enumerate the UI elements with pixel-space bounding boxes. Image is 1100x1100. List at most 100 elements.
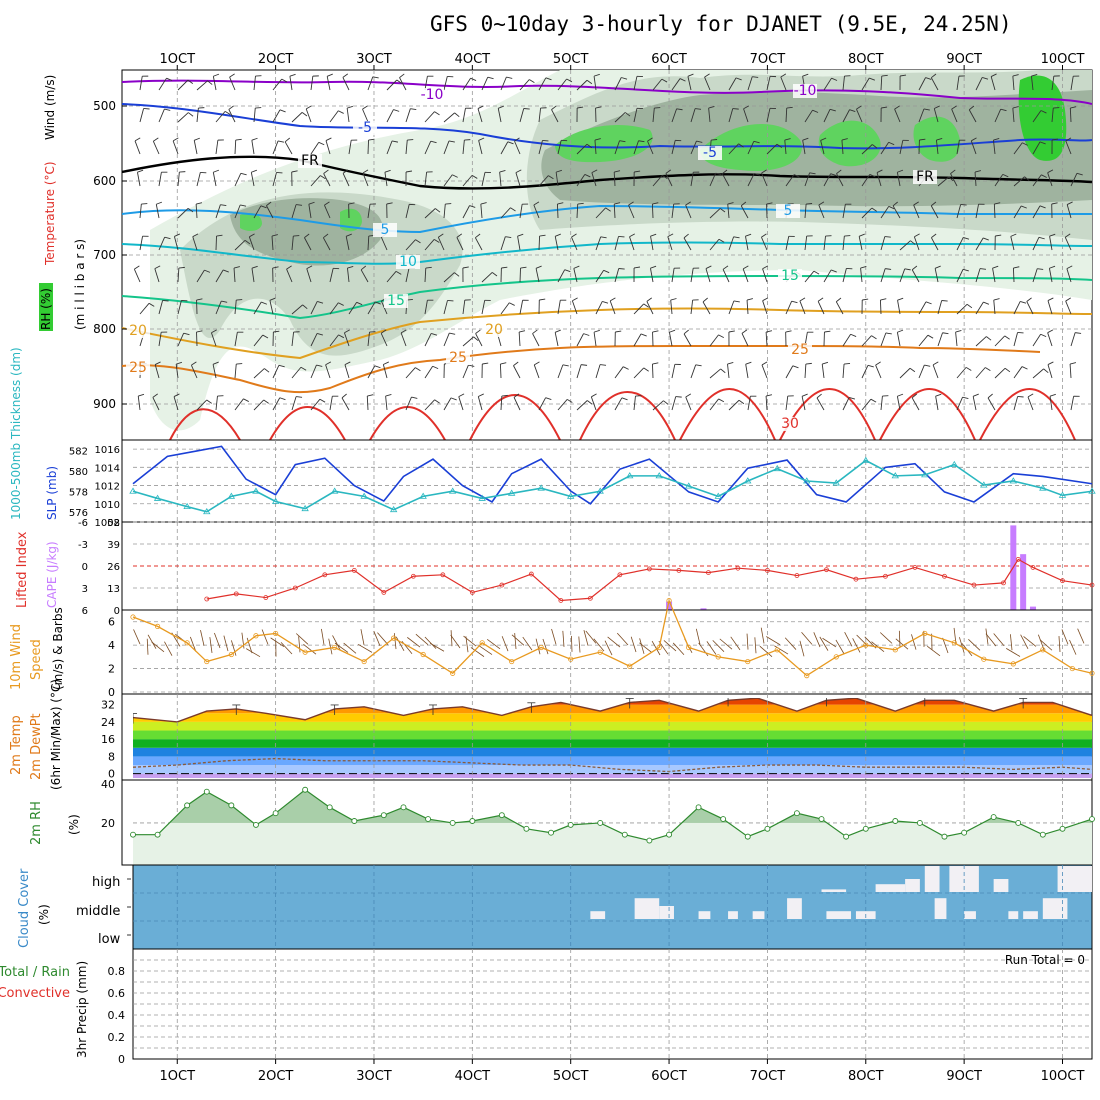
wind-barb-flag: [249, 233, 255, 238]
wind-speed-point: [332, 644, 338, 651]
wind-barb-flag: [652, 362, 659, 365]
wind-barb-flag: [289, 73, 296, 77]
contour-label-bg: [446, 351, 470, 365]
wind-barb-flag: [695, 364, 702, 367]
cloud-block: [1042, 898, 1068, 919]
wind-barb: [228, 109, 236, 123]
wind-barb: [424, 366, 433, 379]
wind-barb: [443, 140, 450, 155]
rh-point: [666, 831, 673, 838]
wind-barb: [251, 268, 255, 283]
wind-barb: [554, 236, 559, 251]
cloud-block: [659, 906, 674, 919]
wind-barb-flag: [1021, 366, 1028, 370]
lifted-point: [440, 572, 446, 578]
wind-barb-flag: [164, 108, 171, 111]
wind-barb-flag: [152, 393, 158, 398]
wind-barb: [310, 76, 314, 91]
wind-barb-flag: [192, 233, 199, 238]
wind-barb: [1013, 205, 1022, 219]
wind-barb-flag: [919, 138, 926, 141]
surface-wind-barb: [542, 638, 549, 655]
rh-shade-green-7: [240, 212, 262, 232]
wind-barb: [538, 140, 543, 155]
rh-point: [695, 804, 702, 811]
surface-wind-barb: [562, 630, 565, 647]
wind-barb: [841, 140, 844, 155]
wind-barb: [766, 108, 771, 123]
wind-barb-flag: [776, 143, 783, 149]
cloud-block: [634, 898, 660, 919]
contour-label: FR: [916, 169, 934, 185]
wind-barb-flag: [676, 108, 683, 111]
wind-barb-flag: [985, 367, 991, 372]
wind-barb-flag: [456, 233, 463, 238]
wind-barb: [497, 108, 502, 123]
wind-barb-flag: [619, 140, 626, 143]
wind-barb: [728, 77, 737, 91]
wind-barb: [633, 367, 645, 379]
wind-barb-flag: [780, 73, 787, 78]
wind-barb-flag: [1013, 266, 1020, 269]
wind-barb-flag: [870, 398, 877, 403]
surface-wind-barb: [407, 637, 421, 648]
wind-speed-point: [1010, 661, 1016, 667]
wind-barb-flag: [762, 265, 769, 270]
cloud-block: [1057, 866, 1092, 892]
wind-barb: [310, 301, 318, 315]
wind-barb-flag: [462, 266, 469, 269]
rh-point: [425, 816, 432, 822]
wind-speed-point: [253, 633, 259, 639]
wind-barb: [690, 108, 696, 123]
contour-label-bg: [420, 88, 444, 102]
rh-shade-green-3: [818, 120, 881, 167]
wind-barb-flag: [396, 79, 402, 84]
wind-speed-point: [774, 647, 780, 653]
wind-barb: [215, 140, 219, 155]
wind-barb-flag: [934, 265, 941, 269]
wind-barb: [994, 109, 1002, 123]
wind-barb-flag: [477, 105, 484, 109]
wind-barb-flag: [586, 143, 593, 149]
temp-band: [133, 747, 1092, 757]
wind-barb: [728, 143, 739, 155]
wind-barb-flag: [571, 233, 577, 238]
wind-speed-point: [302, 649, 308, 655]
surface-wind-barb: [1006, 648, 1021, 657]
wind-barb-flag: [753, 140, 760, 144]
wind-barb-flag: [591, 393, 597, 398]
wind-barb: [481, 77, 489, 91]
thickness-point: [330, 487, 339, 494]
wind-barb-flag: [892, 201, 898, 207]
wind-barb-flag: [498, 105, 504, 109]
wind-barb-flag: [754, 173, 761, 176]
wind-barb: [994, 174, 1004, 187]
wind-barb-flag: [448, 140, 455, 143]
cloud-level-low: low: [98, 932, 121, 947]
precip-panel: 0.8 0.6 0.4 0.2 0 Run Total = 0 Total / Rain…: [0, 948, 1093, 1066]
thickness-point: [980, 481, 988, 488]
wind-barb: [266, 205, 274, 219]
wind-barb-flag: [665, 169, 672, 174]
wind-barb-flag: [380, 329, 387, 334]
wind-barb-flag: [745, 361, 752, 365]
thickness-point: [626, 472, 634, 479]
wind-barb: [591, 172, 597, 187]
surface-wind-barb: [801, 631, 813, 645]
top-tick-label: 6OCT: [651, 52, 687, 67]
wind-barb: [918, 301, 927, 315]
cape-tick-label: 13: [107, 584, 120, 595]
wind-barb: [571, 236, 578, 251]
wind-barb: [665, 173, 673, 187]
contour-label-bg: [788, 343, 812, 357]
wind-barb-flag: [478, 393, 484, 397]
wind-barb-flag: [704, 73, 710, 78]
contour-label-bg: [373, 223, 397, 237]
wind-barb-flag: [979, 268, 987, 270]
lifted-point: [646, 566, 652, 572]
wind-barb: [291, 332, 295, 347]
wind-barb: [380, 237, 388, 251]
wind-barb-flag: [374, 365, 381, 369]
wind-barb-flag: [216, 234, 223, 237]
wind-barb: [685, 396, 692, 411]
